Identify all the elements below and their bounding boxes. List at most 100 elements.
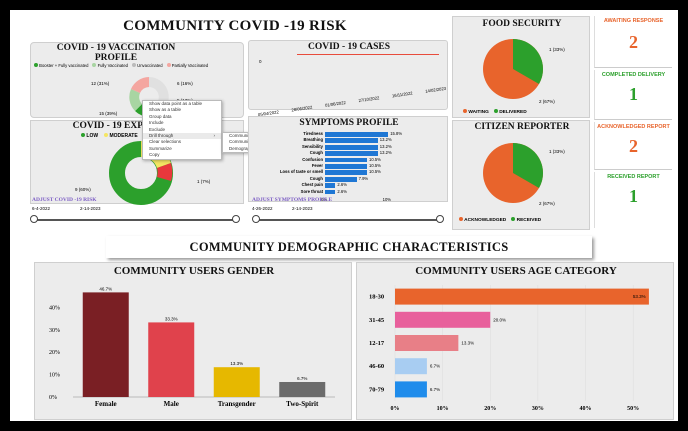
- adjust-symptoms-start[interactable]: 4-26-2022: [252, 206, 273, 211]
- adjust-symptoms-end[interactable]: 2-14-2023: [292, 206, 313, 211]
- bar-value-label: 13.3%: [461, 341, 474, 346]
- age-bar[interactable]: [395, 335, 459, 351]
- age-chart: 0% 10% 20% 30% 40% 50% 18-30 53.3% 31-45 20.0% 12-…: [369, 285, 649, 412]
- legend-item[interactable]: WAITING: [463, 109, 489, 115]
- symptom-bar[interactable]: [325, 132, 389, 137]
- legend-item[interactable]: Unvaccinated: [132, 63, 163, 68]
- menu-item[interactable]: Show data point as a table: [149, 101, 203, 106]
- exposure-title: COVID - 19 EXPOSURE RISK: [72, 121, 202, 131]
- menu-item[interactable]: Show as a table: [149, 107, 182, 113]
- pie-slice: [513, 143, 544, 188]
- symptom-category-label: Tiredness: [303, 131, 323, 136]
- food-label: 2 (67%): [539, 99, 555, 104]
- food-title: FOOD SECURITY: [482, 19, 562, 29]
- symptom-value-label: 10.5%: [369, 163, 381, 168]
- symptoms-slider-end-handle[interactable]: [436, 215, 444, 223]
- menu-item[interactable]: Clear selections: [149, 139, 182, 145]
- menu-item[interactable]: Copy: [149, 152, 160, 158]
- x-tick-label: 40%: [580, 406, 592, 412]
- kpi-value: 2: [629, 32, 638, 52]
- symptom-value-label: 2.6%: [337, 182, 347, 188]
- symptom-value-label: 10.5%: [369, 169, 381, 175]
- kpi-card: AWAITING RESPONSE 2: [594, 16, 672, 68]
- food-panel: FOOD SECURITY 1 (33%) 2 (67%) WAITING DE…: [452, 16, 590, 118]
- symptom-bar[interactable]: [325, 170, 367, 176]
- menu-item-drill[interactable]: Drill through ›: [143, 132, 221, 140]
- symptoms-panel: SYMPTOMS PROFILE Tiredness 15.8% Breathing…: [248, 116, 448, 202]
- x-tick-label: 10%: [437, 406, 449, 412]
- symptoms-bars: Tiredness 15.8% Breathing 13.2% Sensibility 1…: [249, 131, 449, 197]
- citizen-label: 2 (67%): [539, 201, 555, 206]
- risk-slider-start-handle[interactable]: [30, 215, 38, 223]
- symptom-bar[interactable]: [325, 138, 378, 144]
- legend-item[interactable]: Partially Vaccinated: [166, 63, 208, 68]
- gender-bar[interactable]: [279, 381, 326, 397]
- adjust-risk-label: ADJUST COVID -19 RISK: [32, 197, 97, 203]
- gender-bar[interactable]: [213, 367, 260, 397]
- menu-item[interactable]: Group data: [149, 113, 172, 119]
- symptom-category-label: Sensibility: [302, 143, 323, 149]
- age-panel: COMMUNITY USERS AGE CATEGORY 0% 10% 20% 30%…: [356, 262, 674, 420]
- exposure-donut[interactable]: [91, 141, 191, 205]
- symptom-bar[interactable]: [325, 164, 367, 169]
- vaccination-panel: COVID - 19 VACCINATION PROFILE Booster +…: [30, 42, 244, 118]
- symptoms-slider-track[interactable]: [256, 219, 440, 221]
- risk-slider-track[interactable]: [34, 219, 236, 221]
- adjust-risk-end[interactable]: 2-14-2023: [80, 206, 101, 211]
- cases-panel: COVID - 19 CASES 0 05/04/2022 28/06/2022 0…: [248, 40, 448, 117]
- legend-item[interactable]: RECEIVED: [511, 217, 541, 223]
- legend-item[interactable]: ACKNOWLEDGED: [459, 217, 506, 223]
- bar-value-label: 6.7%: [430, 387, 440, 392]
- symptom-bar[interactable]: [325, 151, 378, 156]
- symptom-value-label: 10.5%: [369, 156, 381, 162]
- symptom-value-label: 2.6%: [337, 188, 347, 194]
- y-tick-label: 30%: [49, 328, 60, 334]
- menu-item[interactable]: Include: [149, 120, 164, 126]
- demographics-title: COMMUNITY DEMOGRAPHIC CHARACTERISTICS: [189, 240, 509, 254]
- bar-value-label: 13.3%: [230, 361, 243, 366]
- symptom-category-label: Cough: [309, 175, 323, 181]
- category-label: 46-60: [369, 363, 384, 370]
- category-label: 18-30: [369, 294, 384, 301]
- pie-slice: [513, 38, 544, 85]
- category-label: 12-17: [369, 340, 385, 347]
- kpi-card: RECEIVED REPORT 1: [594, 172, 672, 228]
- legend-item[interactable]: MODERATE: [104, 133, 138, 139]
- age-bar[interactable]: [395, 311, 491, 328]
- x-tick-label: 50%: [627, 406, 639, 412]
- food-pie[interactable]: [477, 37, 549, 101]
- symptom-bar[interactable]: [325, 183, 336, 188]
- vaccination-label: 12 (31%): [91, 81, 110, 86]
- age-bar[interactable]: [395, 288, 649, 305]
- citizen-pie[interactable]: [477, 141, 549, 205]
- symptom-bar[interactable]: [325, 144, 378, 150]
- symptoms-slider-start-handle[interactable]: [252, 215, 260, 223]
- kpi-value: 2: [629, 136, 638, 156]
- exposure-label: 9 (60%): [75, 187, 91, 192]
- chevron-right-icon: ›: [213, 132, 216, 138]
- y-tick-label: 20%: [49, 350, 60, 356]
- y-tick-label: 40%: [49, 305, 60, 311]
- legend-item[interactable]: Fully Vaccinated: [92, 63, 128, 68]
- risk-slider-end-handle[interactable]: [232, 215, 240, 223]
- symptom-bar[interactable]: [325, 157, 367, 163]
- kpi-card: ACKNOWLEDGED REPORT 2: [594, 122, 672, 170]
- menu-item[interactable]: Exclude: [149, 126, 166, 132]
- kpi-title: COMPLETED DELIVERY: [601, 72, 666, 78]
- gender-bar[interactable]: [82, 292, 129, 397]
- legend-item[interactable]: LOW: [81, 133, 98, 139]
- legend-item[interactable]: Booster + Fully vaccinated: [34, 63, 88, 68]
- adjust-risk-start[interactable]: 6-4-2022: [32, 206, 51, 211]
- gender-bar[interactable]: [148, 322, 195, 397]
- x-tick-label: 0%: [391, 406, 400, 412]
- legend-item[interactable]: DELIVERED: [493, 109, 527, 115]
- kpi-card: COMPLETED DELIVERY 1: [594, 70, 672, 120]
- citizen-panel: CITIZEN REPORTER 1 (33%) 2 (67%) ACKNOWL…: [452, 120, 590, 230]
- menu-item[interactable]: Summarize: [149, 145, 172, 151]
- age-bar[interactable]: [395, 381, 427, 398]
- symptom-bar[interactable]: [325, 176, 357, 182]
- age-bar[interactable]: [395, 358, 427, 375]
- symptom-bar[interactable]: [325, 189, 336, 195]
- y-tick-label: 10%: [49, 373, 60, 379]
- kpi-value: 1: [629, 84, 638, 104]
